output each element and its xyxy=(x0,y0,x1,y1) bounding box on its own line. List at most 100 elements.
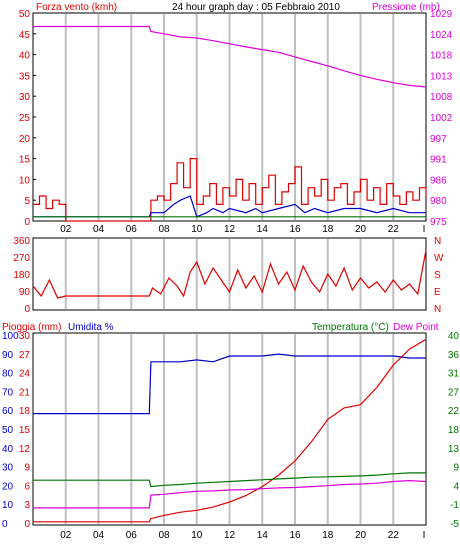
direction-y-tick-label: 0 xyxy=(24,304,30,315)
temperature-y-tick-label: -1 xyxy=(450,500,459,511)
temperature-y-tick-label: 31 xyxy=(448,369,460,380)
direction-y-tick-label: 90 xyxy=(19,287,31,298)
pressure-y-tick-label: 1018 xyxy=(430,51,453,62)
rain-y-tick-label: 15 xyxy=(19,425,31,436)
temperature-y-tick-label: 40 xyxy=(448,331,460,342)
pressure-y-tick-label: 986 xyxy=(430,175,447,186)
humidity-y-tick-label: 100 xyxy=(2,331,19,342)
temperature-line xyxy=(33,472,426,488)
humidity-y-tick-label: 30 xyxy=(2,463,14,474)
x-tick-label: I xyxy=(423,224,426,235)
temperature-y-tick-label: 18 xyxy=(448,425,460,436)
rain-y-tick-label: 30 xyxy=(19,331,31,342)
wind-y-tick-label: 25 xyxy=(19,113,31,124)
pressure-y-tick-label: 997 xyxy=(430,134,447,145)
dewpoint-line xyxy=(33,479,427,509)
wind-y-tick-label: 5 xyxy=(24,196,30,207)
x-tick-label: 04 xyxy=(93,530,105,541)
rain-y-tick-label: 9 xyxy=(24,463,30,474)
temperature-y-tick-label: 27 xyxy=(448,387,460,398)
humidity-y-tick-label: 70 xyxy=(2,387,14,398)
direction-y-tick-label: 360 xyxy=(13,236,30,247)
humidity-y-tick-label: 60 xyxy=(2,406,14,417)
direction-compass-label: N xyxy=(434,236,441,247)
temperature-y-tick-label: -5 xyxy=(450,519,459,530)
temperature-y-tick-label: 4 xyxy=(453,481,459,492)
rain-y-tick-label: 21 xyxy=(19,387,31,398)
x-tick-label: 18 xyxy=(322,224,334,235)
pressure-y-tick-label: 1008 xyxy=(430,92,453,103)
x-tick-label: 16 xyxy=(289,224,301,235)
rain-y-tick-label: 6 xyxy=(24,481,30,492)
pressure-y-tick-label: 1029 xyxy=(430,9,453,20)
x-tick-label: 22 xyxy=(388,530,400,541)
humidity-y-tick-label: 90 xyxy=(2,350,14,361)
temperature-y-tick-label: 13 xyxy=(448,444,460,455)
pressure-axis-title: Pressione (mb) xyxy=(372,2,440,13)
pressure-line xyxy=(33,25,427,88)
direction-compass-label: W xyxy=(434,253,444,264)
x-tick-label: 14 xyxy=(257,530,269,541)
humidity-line xyxy=(33,353,426,415)
x-tick-label: 10 xyxy=(191,224,203,235)
x-tick-label: 06 xyxy=(126,224,138,235)
humidity-axis-title: Umidita % xyxy=(68,322,114,333)
x-tick-label: 02 xyxy=(60,224,72,235)
wind-speed-line xyxy=(33,195,426,218)
x-tick-label: 12 xyxy=(224,224,236,235)
rain-line xyxy=(33,338,427,523)
x-tick-label: 12 xyxy=(224,530,236,541)
direction-y-tick-label: 270 xyxy=(13,253,30,264)
wind-y-tick-label: 20 xyxy=(19,134,31,145)
rain-y-tick-label: 24 xyxy=(19,369,31,380)
x-tick-label: 20 xyxy=(355,224,367,235)
x-tick-label: 20 xyxy=(355,530,367,541)
wind-direction-line xyxy=(32,249,427,299)
temperature-y-tick-label: 36 xyxy=(448,350,460,361)
rain-y-tick-label: 18 xyxy=(19,406,31,417)
wind-y-tick-label: 10 xyxy=(19,175,31,186)
wind-y-tick-label: 30 xyxy=(19,92,31,103)
humidity-y-tick-label: 80 xyxy=(2,369,14,380)
x-tick-label: 16 xyxy=(289,530,301,541)
chart-title: 24 hour graph day : 05 Febbraio 2010 xyxy=(172,2,340,13)
pressure-y-tick-label: 1002 xyxy=(430,113,453,124)
dewpoint-axis-title: Dew Point xyxy=(393,322,439,333)
temperature-y-tick-label: 22 xyxy=(448,406,460,417)
x-tick-label: 18 xyxy=(322,530,334,541)
x-tick-label: 08 xyxy=(158,224,170,235)
x-tick-label: I xyxy=(423,530,426,541)
rain-y-tick-label: 0 xyxy=(24,519,30,530)
temperature-axis-title: Temperatura (°C) xyxy=(312,322,389,333)
x-tick-label: 14 xyxy=(257,224,269,235)
x-tick-label: 02 xyxy=(60,530,72,541)
rain-axis-title: Pioggia (mm) xyxy=(2,322,61,333)
pressure-y-tick-label: 980 xyxy=(430,196,447,207)
temperature-y-tick-label: 9 xyxy=(453,463,459,474)
pressure-y-tick-label: 1013 xyxy=(430,71,453,82)
pressure-y-tick-label: 975 xyxy=(430,217,447,228)
rain-y-tick-label: 3 xyxy=(24,500,30,511)
humidity-y-tick-label: 10 xyxy=(2,500,14,511)
direction-compass-label: E xyxy=(434,287,441,298)
direction-y-tick-label: 180 xyxy=(13,270,30,281)
wind-y-tick-label: 45 xyxy=(19,30,31,41)
x-tick-label: 22 xyxy=(388,224,400,235)
direction-compass-label: N xyxy=(434,304,441,315)
humidity-y-tick-label: 40 xyxy=(2,444,14,455)
pressure-y-tick-label: 1024 xyxy=(430,30,453,41)
wind-y-tick-label: 0 xyxy=(24,217,30,228)
wind-y-tick-label: 35 xyxy=(19,71,31,82)
direction-compass-label: S xyxy=(434,270,441,281)
x-tick-label: 04 xyxy=(93,224,105,235)
wind-y-tick-label: 50 xyxy=(19,9,31,20)
rain-y-tick-label: 12 xyxy=(19,444,31,455)
rain-y-tick-label: 27 xyxy=(19,350,31,361)
gust-line xyxy=(33,158,427,222)
x-tick-label: 08 xyxy=(158,530,170,541)
humidity-y-tick-label: 0 xyxy=(2,519,8,530)
humidity-y-tick-label: 20 xyxy=(2,481,14,492)
humidity-y-tick-label: 50 xyxy=(2,425,14,436)
x-tick-label: 10 xyxy=(191,530,203,541)
